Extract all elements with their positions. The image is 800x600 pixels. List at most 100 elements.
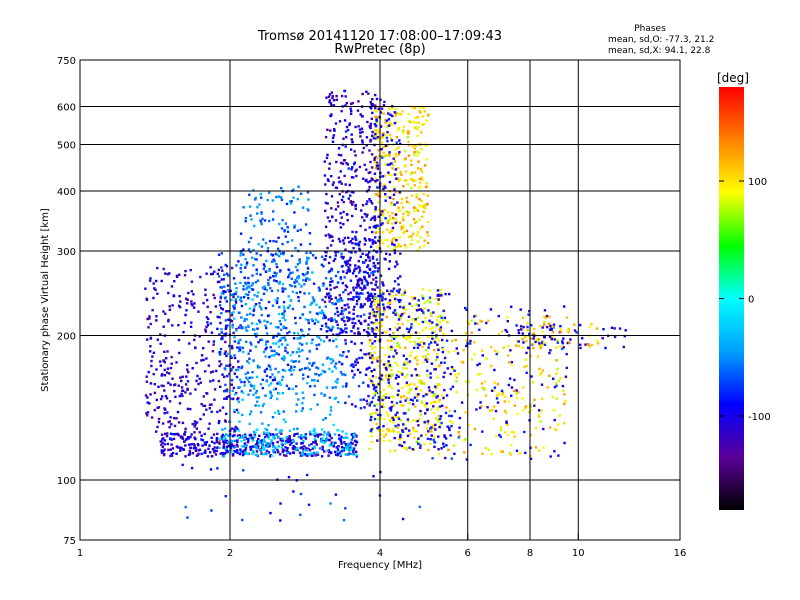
data-point (323, 160, 326, 163)
data-point (391, 416, 394, 420)
data-point (373, 172, 377, 175)
data-point (349, 256, 352, 260)
data-point (256, 442, 259, 445)
data-point (387, 346, 390, 349)
data-point (323, 174, 327, 177)
data-point (465, 339, 468, 342)
data-point (367, 296, 370, 299)
data-point (229, 355, 233, 358)
data-point (419, 227, 422, 230)
data-point (349, 444, 352, 448)
data-point (221, 308, 224, 311)
data-point (532, 342, 535, 346)
data-point (248, 422, 251, 426)
data-point (560, 347, 564, 351)
data-point (327, 326, 330, 329)
data-point (467, 424, 471, 427)
data-point (317, 433, 321, 436)
data-point (415, 386, 419, 389)
data-point (210, 455, 214, 458)
data-point (286, 351, 289, 354)
data-point (383, 405, 386, 409)
data-point (428, 289, 432, 292)
data-point (283, 307, 286, 310)
data-point (397, 370, 400, 373)
data-point (162, 384, 165, 388)
data-point (484, 446, 488, 450)
data-point (255, 322, 258, 326)
data-point (267, 283, 270, 286)
data-point (407, 429, 411, 432)
data-point (386, 427, 389, 431)
data-point (447, 448, 450, 452)
data-point (193, 431, 196, 434)
data-point (324, 439, 328, 443)
data-point (213, 388, 217, 391)
data-point (231, 326, 234, 329)
data-point (373, 122, 377, 126)
data-point (513, 404, 516, 407)
data-point (343, 260, 347, 264)
data-point (376, 246, 380, 249)
data-point (345, 162, 348, 165)
data-point (359, 291, 362, 295)
data-point (421, 355, 425, 358)
data-point (309, 408, 312, 411)
data-point (372, 387, 376, 391)
data-point (276, 397, 279, 401)
data-point (267, 282, 270, 285)
data-point (268, 219, 271, 223)
data-point (349, 291, 352, 294)
data-point (346, 128, 350, 132)
data-point (522, 341, 525, 344)
data-point (442, 309, 445, 313)
data-point (376, 179, 379, 182)
data-point (250, 218, 253, 221)
data-point (178, 294, 181, 298)
data-point (331, 235, 334, 238)
data-point (385, 125, 389, 129)
data-point (346, 163, 349, 166)
data-point (193, 436, 196, 439)
data-point (402, 206, 405, 209)
data-point (418, 186, 421, 189)
data-point (190, 433, 193, 436)
data-point (262, 263, 266, 266)
data-point (375, 357, 379, 361)
data-point (414, 342, 417, 346)
data-point (360, 305, 363, 309)
data-point (403, 243, 407, 247)
data-point (243, 319, 246, 323)
data-point (274, 274, 278, 277)
data-point (543, 315, 546, 319)
data-point (507, 354, 510, 357)
data-point (416, 343, 420, 346)
data-point (278, 306, 281, 309)
grid-lines (80, 60, 680, 540)
data-point (418, 204, 421, 207)
data-point (613, 327, 616, 330)
data-point (226, 374, 229, 378)
data-point (357, 265, 360, 268)
data-point (175, 417, 178, 420)
data-point (384, 433, 388, 436)
data-point (210, 436, 213, 439)
data-point (327, 95, 331, 98)
data-point (294, 360, 297, 363)
data-point (342, 200, 345, 204)
data-point (191, 422, 194, 426)
data-point (374, 236, 377, 239)
data-point (200, 359, 203, 362)
data-point (219, 321, 222, 325)
data-point (342, 309, 345, 312)
data-point (230, 293, 233, 297)
data-point (401, 110, 404, 113)
data-point (298, 451, 302, 454)
data-point (430, 314, 433, 317)
data-point (419, 167, 423, 171)
data-point (225, 265, 229, 268)
data-point (334, 302, 337, 306)
data-point (292, 337, 296, 340)
data-point (288, 437, 291, 440)
data-point (407, 361, 410, 364)
